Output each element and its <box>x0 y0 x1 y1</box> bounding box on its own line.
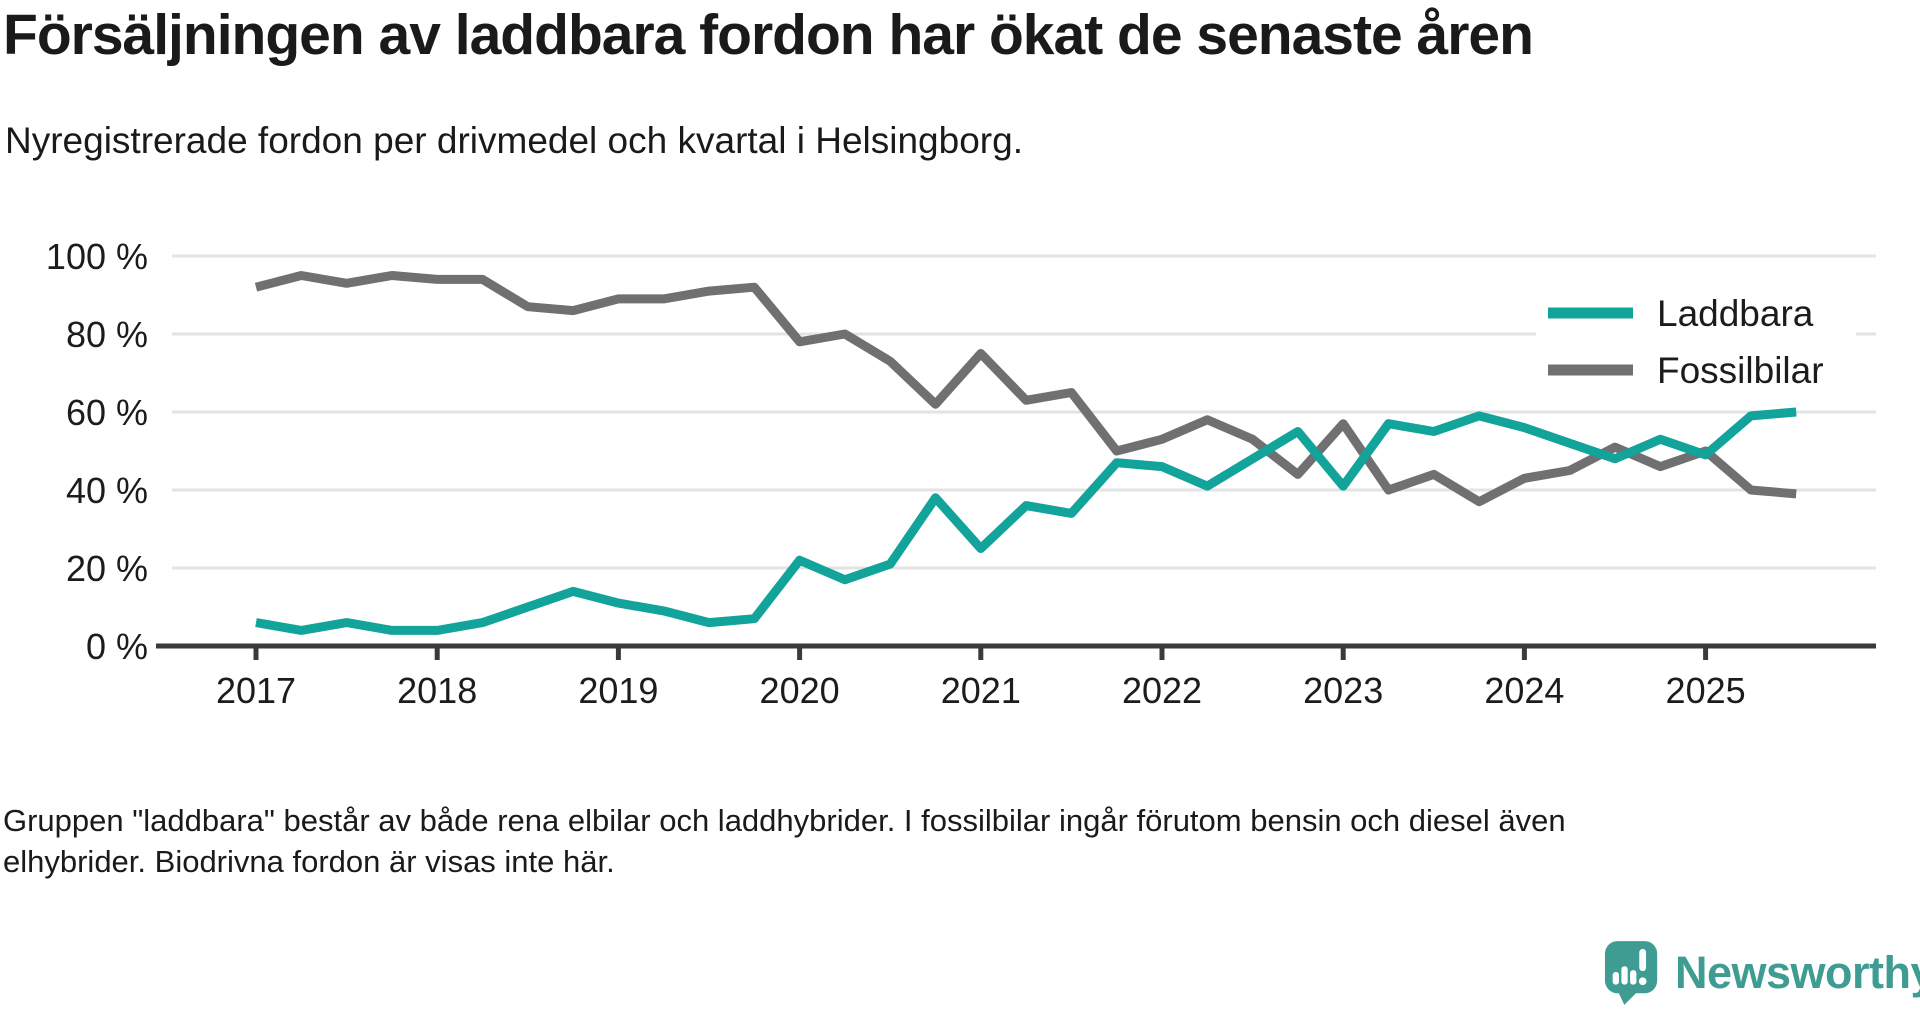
x-tick-label-2020: 2020 <box>760 670 840 711</box>
y-tick-label: 80 % <box>66 314 148 355</box>
x-tick-label-2024: 2024 <box>1484 670 1564 711</box>
y-tick-label: 0 % <box>86 626 148 667</box>
y-tick-label: 60 % <box>66 392 148 433</box>
y-tick-label: 40 % <box>66 470 148 511</box>
legend-label-fossilbilar: Fossilbilar <box>1657 350 1824 391</box>
x-tick-label-2018: 2018 <box>397 670 477 711</box>
footnote-line-1: Gruppen "laddbara" består av både rena e… <box>3 803 1566 838</box>
x-tick-label-2023: 2023 <box>1303 670 1383 711</box>
newsworthy-logo: Newsworthy <box>1604 939 1920 1007</box>
y-tick-label: 100 % <box>46 236 148 277</box>
newsworthy-logo-text: Newsworthy <box>1675 947 1920 998</box>
legend-background <box>1536 284 1856 398</box>
footnote-line-2: elhybrider. Biodrivna fordon är visas in… <box>3 844 615 879</box>
newsworthy-logo-icon <box>1604 941 1658 1005</box>
legend-label-laddbara: Laddbara <box>1657 293 1814 334</box>
chart-footnote: Gruppen "laddbara" består av både rena e… <box>3 800 1566 882</box>
chart-subtitle: Nyregistrerade fordon per drivmedel och … <box>5 120 1023 161</box>
y-tick-label: 20 % <box>66 548 148 589</box>
x-tick-label-2025: 2025 <box>1666 670 1746 711</box>
series-line-fossilbilar <box>254 271 1797 507</box>
x-tick-label-2021: 2021 <box>941 670 1021 711</box>
x-tick-label-2017: 2017 <box>216 670 296 711</box>
line-chart: 100 % 80 % 60 % 40 % 20 % 0 % 2017 2018 2019 2020… <box>46 236 1876 711</box>
series-line-laddbara <box>255 407 1797 635</box>
x-tick-label-2019: 2019 <box>578 670 658 711</box>
x-tick-label-2022: 2022 <box>1122 670 1202 711</box>
page-title: Försäljningen av laddbara fordon har öka… <box>3 3 1534 67</box>
